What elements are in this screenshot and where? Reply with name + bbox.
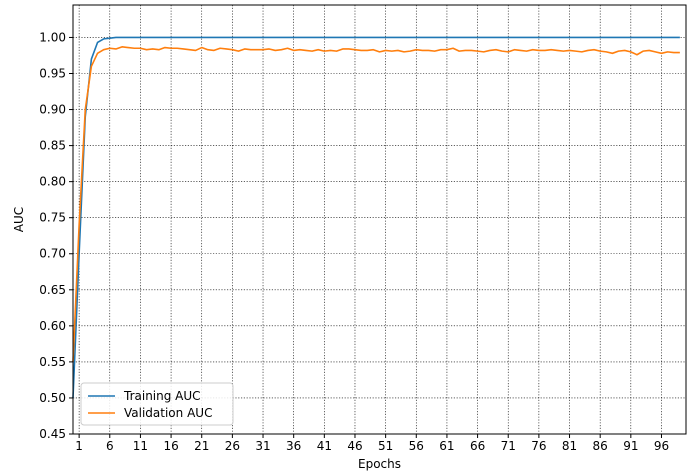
y-axis-label: AUC — [12, 207, 26, 232]
legend-frame — [80, 382, 234, 426]
y-tick-label: 0.75 — [39, 211, 66, 225]
x-tick-label: 11 — [133, 439, 148, 453]
x-tick-label: 16 — [163, 439, 178, 453]
y-axis: 0.45 0.50 0.55 0.60 0.65 0.70 0.75 0.80 0.85 0.90… — [39, 30, 73, 441]
grid — [73, 5, 686, 435]
series-line-1 — [72, 46, 680, 362]
x-tick-label: 96 — [654, 439, 669, 453]
x-axis-label: Epochs — [358, 457, 401, 471]
x-tick-label: 6 — [106, 439, 114, 453]
x-tick-label: 66 — [470, 439, 485, 453]
x-axis: 1 6 11 16 21 26 31 36 41 46 51 56 61 66 71 76 81 86 91 96 — [75, 434, 669, 453]
y-tick-label: 0.60 — [39, 319, 66, 333]
y-tick-label: 0.50 — [39, 391, 66, 405]
y-tick-label: 0.85 — [39, 139, 66, 153]
series-layer — [72, 36, 680, 398]
x-tick-label: 61 — [439, 439, 454, 453]
y-tick-label: 0.55 — [39, 355, 66, 369]
x-tick-label: 56 — [409, 439, 424, 453]
y-tick-label: 0.90 — [39, 103, 66, 117]
y-tick-label: 0.45 — [39, 427, 66, 441]
y-tick-label: 1.00 — [39, 30, 66, 44]
y-tick-label: 0.95 — [39, 66, 66, 80]
y-tick-label: 0.70 — [39, 247, 66, 261]
legend-entry: Validation AUC — [124, 406, 212, 420]
x-tick-label: 81 — [562, 439, 577, 453]
x-tick-label: 41 — [317, 439, 332, 453]
x-tick-label: 26 — [225, 439, 240, 453]
x-tick-label: 71 — [501, 439, 516, 453]
x-tick-label: 21 — [194, 439, 209, 453]
x-tick-label: 1 — [75, 439, 83, 453]
y-tick-label: 0.80 — [39, 175, 66, 189]
x-tick-label: 51 — [378, 439, 393, 453]
x-tick-label: 31 — [255, 439, 270, 453]
legend: Training AUC Validation AUC — [80, 382, 234, 426]
legend-entry: Training AUC — [123, 389, 201, 403]
y-tick-label: 0.65 — [39, 283, 66, 297]
x-tick-label: 76 — [531, 439, 546, 453]
x-tick-label: 86 — [593, 439, 608, 453]
series-line-0 — [72, 36, 680, 398]
x-tick-label: 91 — [623, 439, 638, 453]
plot-frame — [72, 4, 687, 435]
x-tick-label: 36 — [286, 439, 301, 453]
x-tick-label: 46 — [347, 439, 362, 453]
